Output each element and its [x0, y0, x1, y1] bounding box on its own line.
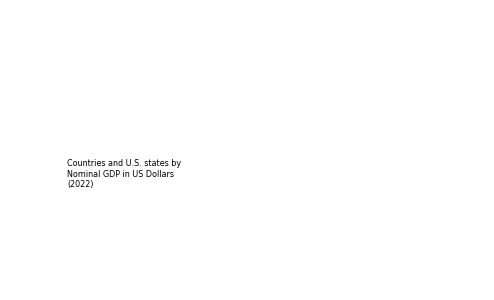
- Text: Countries and U.S. states by
Nominal GDP in US Dollars
(2022): Countries and U.S. states by Nominal GDP…: [67, 160, 181, 189]
